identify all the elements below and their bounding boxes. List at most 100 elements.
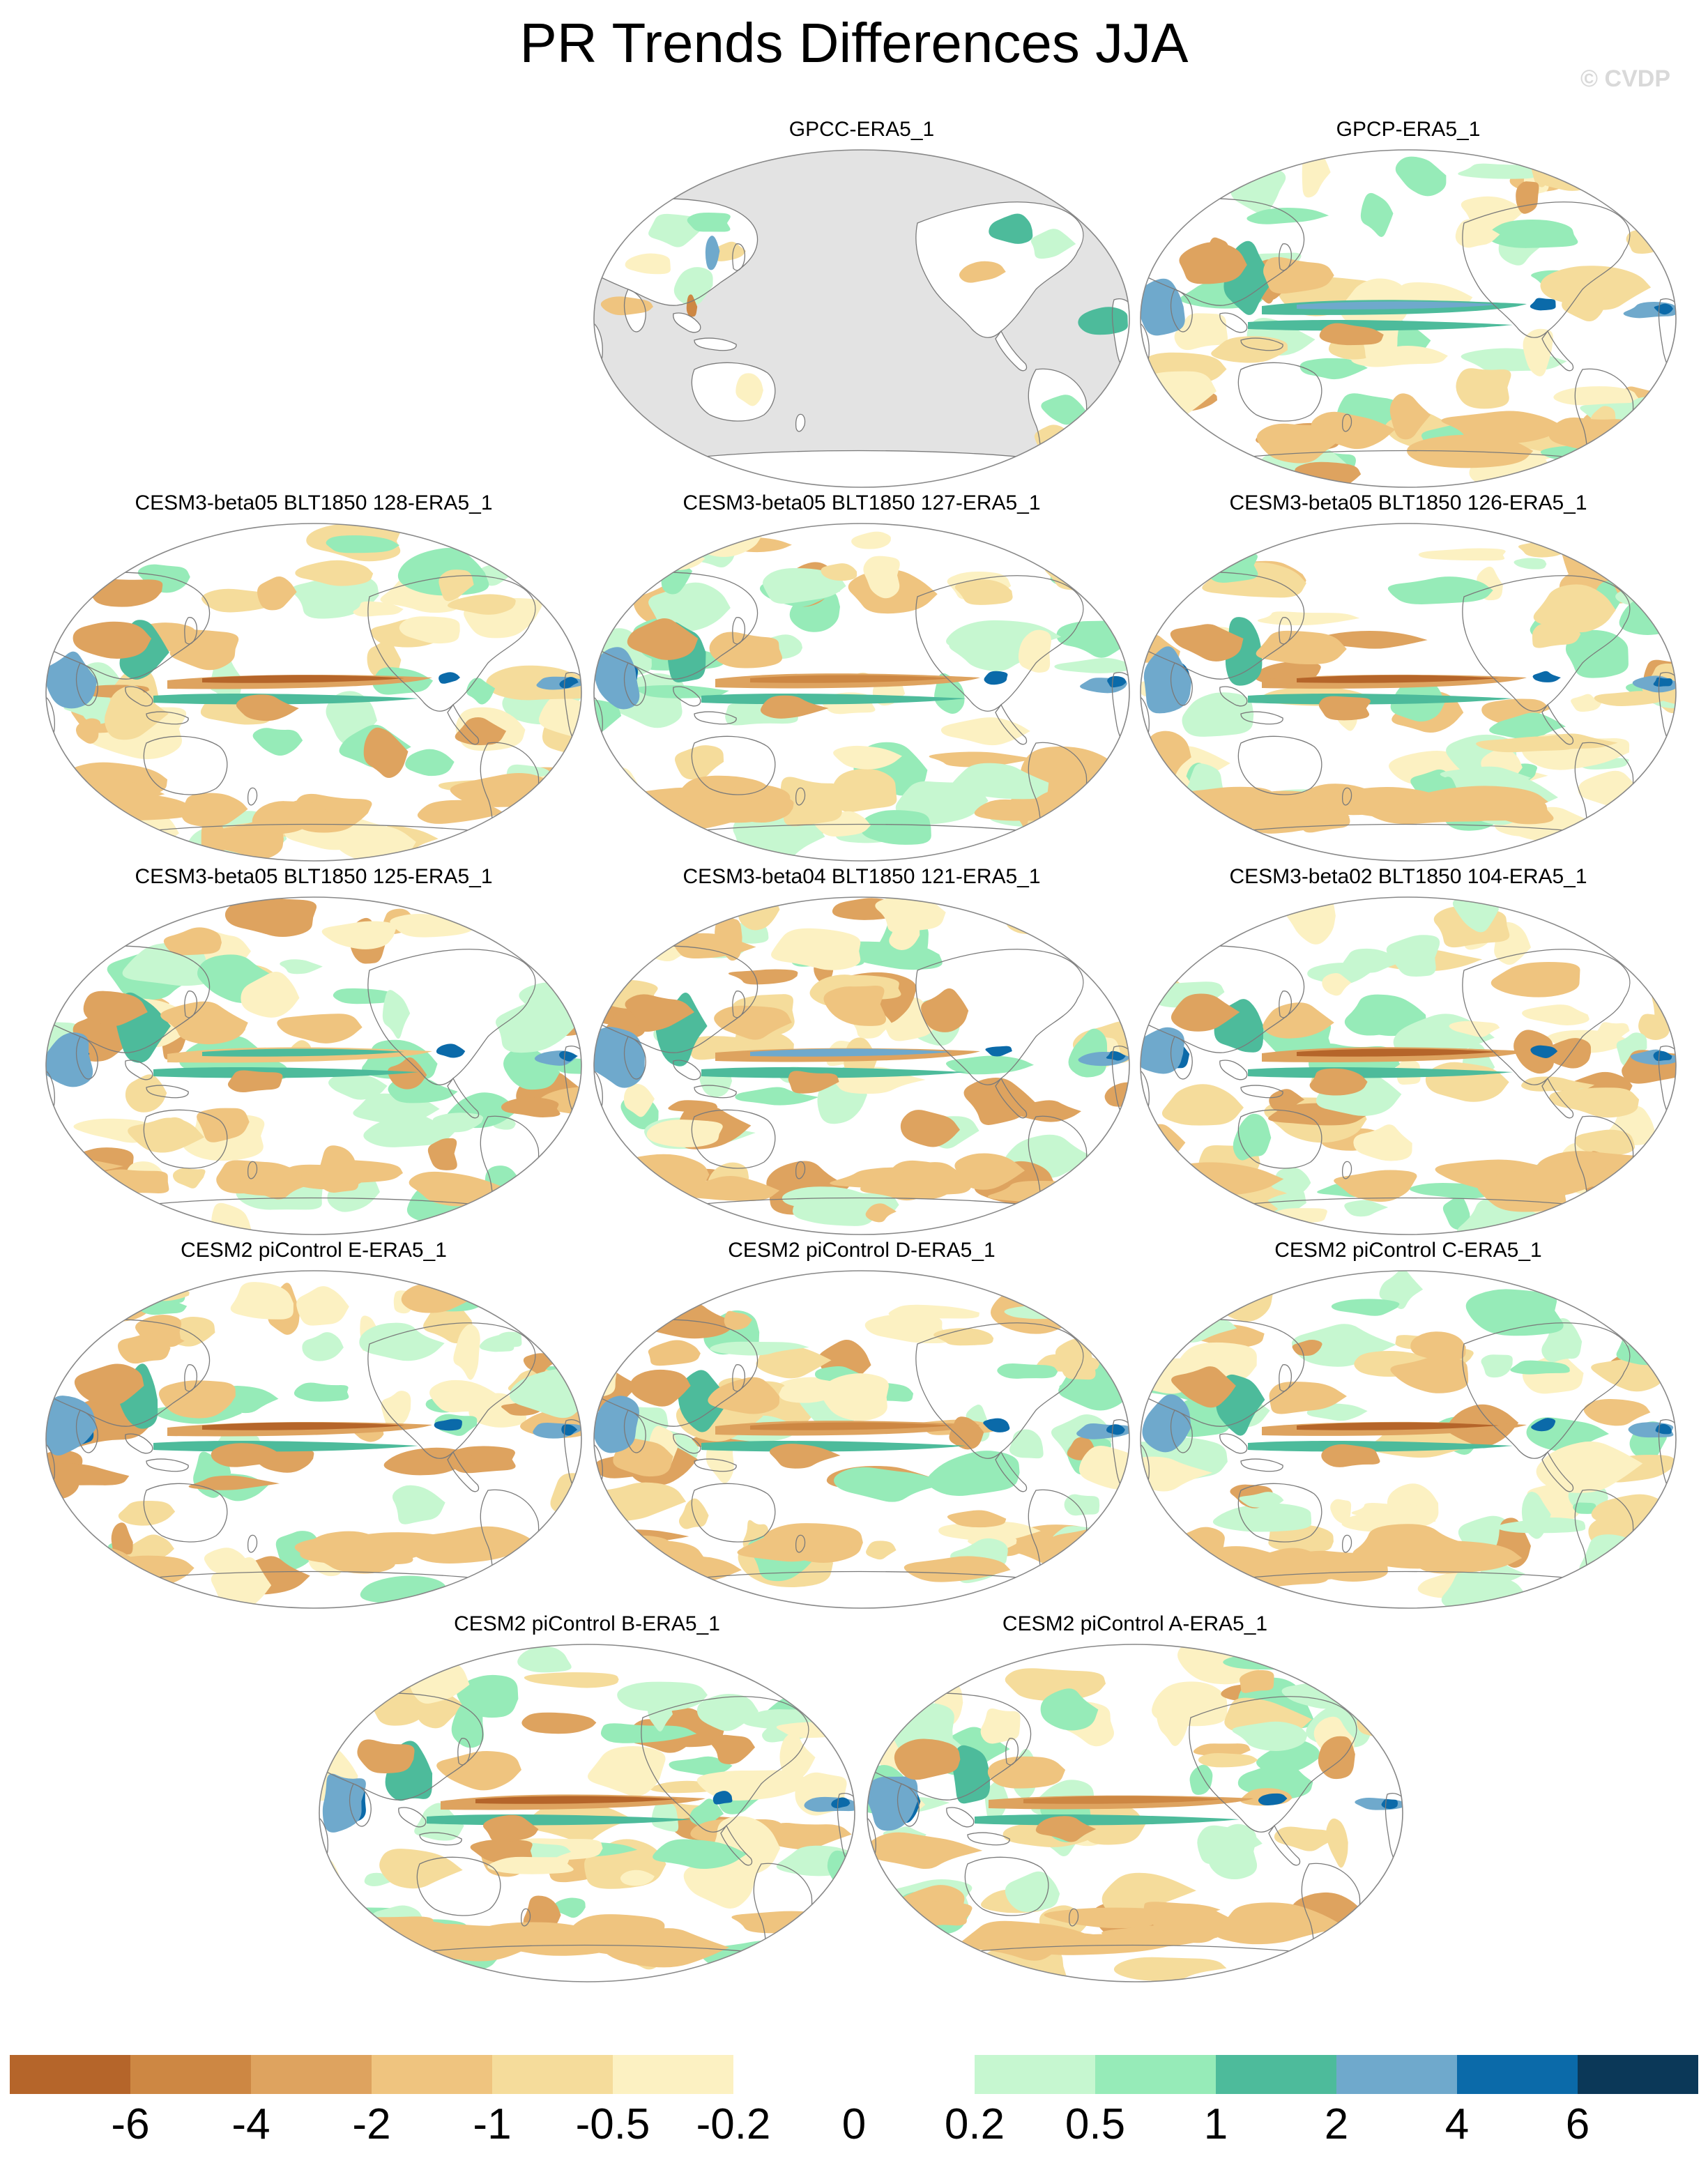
precip-anomaly-patch xyxy=(1009,1429,1044,1459)
panel-title: CESM2 piControl A-ERA5_1 xyxy=(1002,1612,1268,1635)
coastline xyxy=(915,1322,1084,1459)
precip-anomaly-patch xyxy=(960,1920,1100,1961)
panel-title: CESM3-beta02 BLT1850 104-ERA5_1 xyxy=(1229,865,1587,888)
precip-anomaly-patch xyxy=(476,1200,569,1235)
precip-anomaly-patch xyxy=(1182,692,1254,737)
coastline xyxy=(995,330,1028,372)
precip-anomaly-patch xyxy=(333,988,397,1004)
precip-anomaly-patch xyxy=(866,1541,897,1560)
precip-anomaly-patch xyxy=(241,971,300,1018)
sub-itcz-band xyxy=(701,1441,966,1452)
precip-anomaly-patch xyxy=(674,933,756,959)
coastline xyxy=(1279,243,1293,271)
coastline xyxy=(795,1534,806,1553)
precip-anomaly-patch xyxy=(517,1646,572,1673)
colorbar-swatch xyxy=(1578,2055,1698,2094)
precip-anomaly-patch xyxy=(1628,175,1676,210)
coastline xyxy=(839,1717,855,1764)
precip-anomaly-patch xyxy=(479,1334,514,1352)
precip-anomaly-patch xyxy=(522,932,558,947)
coastline xyxy=(915,949,1084,1085)
precip-anomaly-patch xyxy=(980,1708,1021,1744)
precip-anomaly-patch xyxy=(392,1485,445,1524)
panel-title: CESM3-beta05 BLT1850 128-ERA5_1 xyxy=(135,491,493,514)
map-panel: GPCP-ERA5_1 xyxy=(1136,117,1680,491)
precip-anomaly-patch xyxy=(1537,1152,1606,1189)
precip-anomaly-patch xyxy=(46,1544,137,1582)
precip-anomaly-patch xyxy=(399,616,460,644)
map-outline xyxy=(593,149,1130,488)
precip-anomaly-patch xyxy=(319,1679,370,1696)
precip-anomaly-patch xyxy=(46,897,99,926)
precip-anomaly-patch xyxy=(1143,646,1192,714)
precip-anomaly-patch xyxy=(46,1177,124,1198)
precip-anomaly-patch xyxy=(1206,553,1258,583)
precip-anomaly-patch xyxy=(1035,1816,1097,1842)
precip-anomaly-patch xyxy=(653,1839,747,1870)
coastline xyxy=(673,686,701,707)
coastline xyxy=(795,1161,806,1179)
precip-anomaly-patch xyxy=(49,1271,150,1311)
coastline xyxy=(125,1060,153,1080)
precip-anomaly-patch xyxy=(1576,1588,1649,1607)
precip-anomaly-patch xyxy=(1212,1503,1312,1532)
precip-anomaly-patch xyxy=(319,1901,354,1939)
precip-anomaly-patch xyxy=(239,1170,310,1200)
precip-anomaly-patch xyxy=(735,373,763,406)
precip-anomaly-patch xyxy=(878,1901,973,1926)
precip-anomaly-patch xyxy=(447,594,516,615)
coastline xyxy=(1661,222,1676,269)
coastline xyxy=(520,1908,531,1927)
coastline xyxy=(967,1832,1010,1846)
coastline xyxy=(1237,735,1322,795)
map-panel: CESM3-beta02 BLT1850 104-ERA5_1 xyxy=(1136,864,1680,1238)
precip-anomaly-patch xyxy=(1005,901,1061,935)
coastline xyxy=(801,1679,849,1713)
coastline xyxy=(623,1409,646,1453)
precip-anomaly-patch xyxy=(554,1897,586,1918)
precip-anomaly-patch xyxy=(1106,1050,1126,1061)
map-outline xyxy=(1140,523,1677,862)
precip-anomaly-patch xyxy=(73,621,152,659)
coastline xyxy=(1141,320,1150,377)
precip-anomaly-patch xyxy=(197,1108,250,1142)
sub-itcz-band xyxy=(1248,320,1513,331)
precip-anomaly-patch xyxy=(779,1385,834,1403)
precip-anomaly-patch xyxy=(1269,1382,1347,1414)
precip-anomaly-patch xyxy=(1651,973,1676,1028)
precip-anomaly-patch xyxy=(1581,1301,1663,1318)
coastline xyxy=(1341,1161,1352,1179)
colorbar-labels: -6 -4 -2 -1 -0.5 -0.2 0 0.2 0.5 1 2 4 6 xyxy=(10,2098,1698,2154)
precip-anomaly-patch xyxy=(1106,1424,1125,1435)
precip-anomaly-patch xyxy=(1309,1068,1368,1096)
precip-anomaly-patch xyxy=(712,1791,733,1805)
panel-title: CESM2 piControl B-ERA5_1 xyxy=(454,1612,720,1635)
coastline xyxy=(691,735,776,795)
precip-anomaly-patch xyxy=(74,1363,144,1406)
map-outline xyxy=(1140,1270,1677,1609)
precip-anomaly-patch xyxy=(172,1168,206,1188)
precip-anomaly-patch xyxy=(1624,434,1651,461)
colorbar-swatch xyxy=(975,2055,1096,2094)
precip-anomaly-patch xyxy=(359,1322,445,1361)
precip-anomaly-patch xyxy=(1179,242,1247,284)
coastline xyxy=(143,735,228,795)
precip-anomaly-patch xyxy=(1150,1903,1233,1934)
precip-anomaly-patch xyxy=(1531,1418,1556,1432)
precip-anomaly-patch xyxy=(1322,973,1352,996)
precip-anomaly-patch xyxy=(1351,1502,1431,1518)
precip-anomaly-patch xyxy=(609,1183,643,1204)
map-svg xyxy=(593,149,1130,488)
coastline xyxy=(1219,686,1248,707)
precip-anomaly-patch xyxy=(1317,631,1428,649)
precip-anomaly-patch xyxy=(1256,630,1347,665)
precip-anomaly-patch xyxy=(929,751,1036,767)
map-panel: CESM3-beta05 BLT1850 125-ERA5_1 xyxy=(42,864,586,1238)
precip-anomaly-patch xyxy=(293,1382,349,1402)
coastline xyxy=(1170,1036,1193,1080)
precip-anomaly-patch xyxy=(383,1447,477,1476)
map-svg xyxy=(45,896,582,1235)
precip-anomaly-patch xyxy=(1532,621,1581,648)
precip-anomaly-patch xyxy=(46,1361,69,1380)
panel-title: CESM2 piControl E-ERA5_1 xyxy=(181,1239,447,1262)
